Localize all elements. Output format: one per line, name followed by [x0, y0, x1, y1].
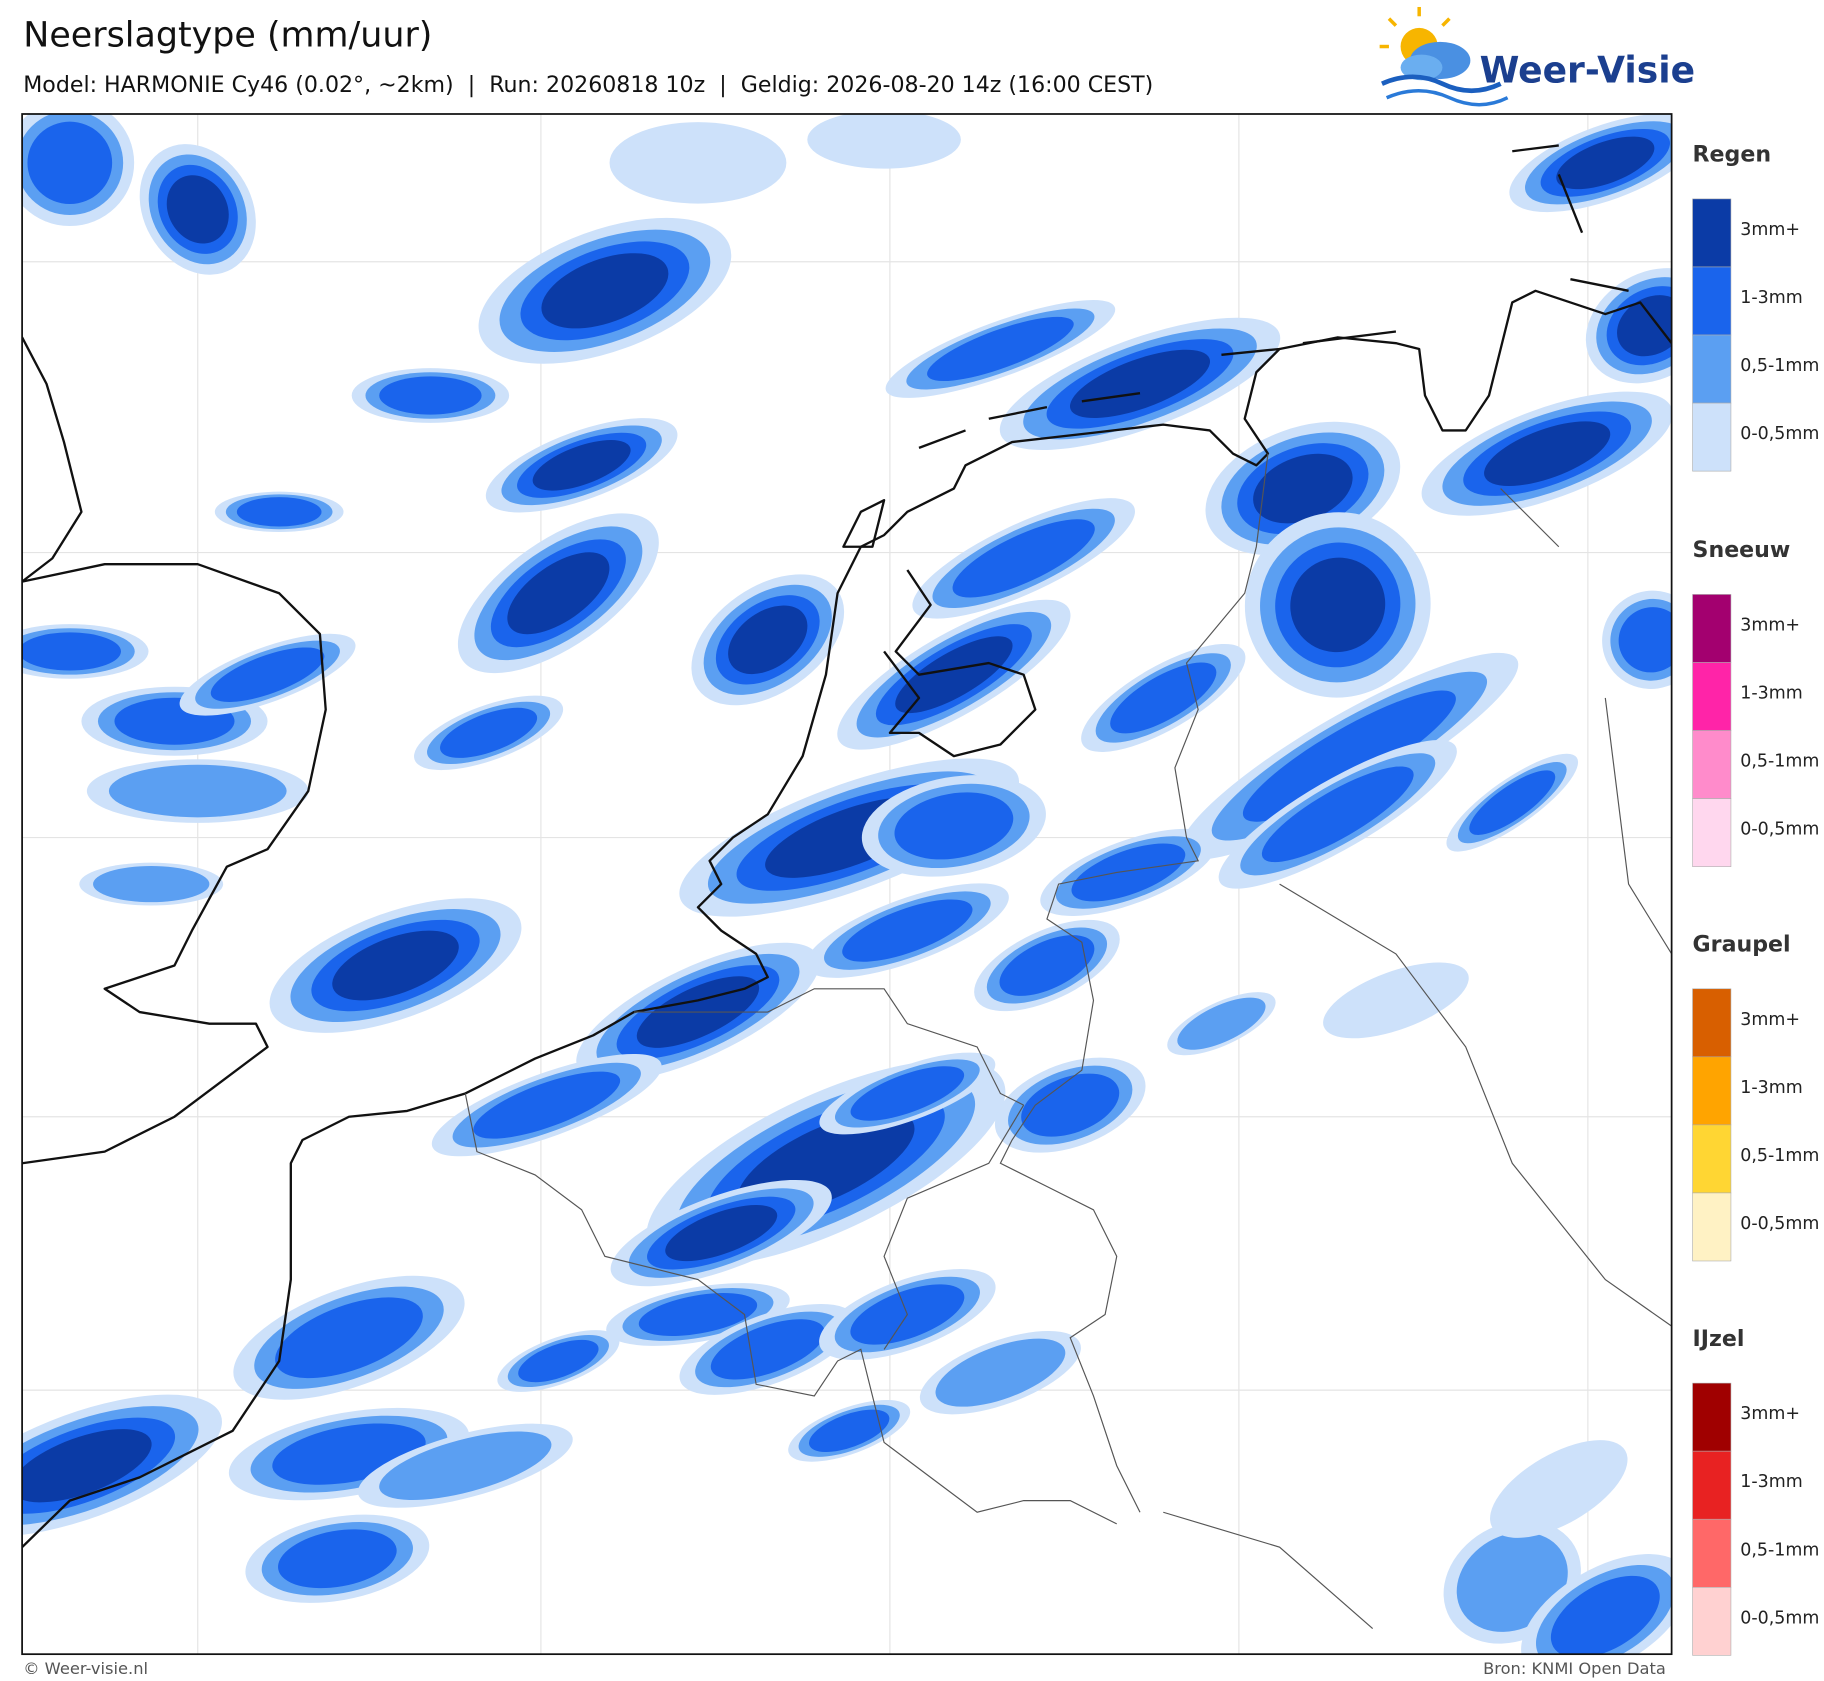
- precip-area: [638, 1293, 758, 1336]
- map: [22, 114, 1672, 1655]
- legend-label: 3mm+: [1740, 1010, 1800, 1030]
- precip-area: [1021, 1073, 1120, 1137]
- precip-area: [609, 122, 787, 204]
- precip-area: [1290, 557, 1386, 653]
- precip-area: [275, 1297, 423, 1379]
- precip-area: [440, 707, 538, 758]
- precip-area: [1490, 1440, 1628, 1538]
- precip-area: [1484, 421, 1611, 486]
- precip-area: [27, 121, 113, 205]
- legend-label: 0-0,5mm: [1740, 1608, 1819, 1628]
- precip-area: [22, 632, 121, 671]
- precip-area: [728, 605, 808, 675]
- legend-swatch: [1692, 1382, 1732, 1452]
- precip-area: [894, 792, 1014, 860]
- precip-area: [379, 1431, 552, 1500]
- legend-swatch: [1692, 1124, 1732, 1194]
- footer-right: Bron: KNMI Open Data: [1483, 1659, 1666, 1678]
- legend-label: 3mm+: [1740, 615, 1800, 635]
- precip-area: [807, 114, 961, 169]
- legend-label: 0,5-1mm: [1740, 356, 1819, 376]
- precip-area: [710, 1319, 825, 1380]
- logo-text: Weer-Visie: [1480, 50, 1695, 92]
- footer-left: © Weer-visie.nl: [23, 1659, 148, 1678]
- logo: Weer-Visie: [1379, 6, 1695, 107]
- subtitle: Model: HARMONIE Cy46 (0.02°, ~2km) | Run…: [23, 72, 1153, 98]
- precip-area: [1618, 607, 1672, 673]
- precip-area: [332, 930, 459, 1001]
- precip-area: [236, 497, 322, 527]
- legend-swatch: [1692, 402, 1732, 472]
- precip-area: [1069, 349, 1211, 419]
- legend-swatch: [1692, 1518, 1732, 1588]
- legend-title: IJzel: [1693, 1326, 1745, 1352]
- legend-swatch: [1692, 988, 1732, 1058]
- legend-swatch: [1692, 1192, 1732, 1262]
- legend-swatch: [1692, 1586, 1732, 1656]
- legend-swatch: [1692, 730, 1732, 799]
- precip-area: [1261, 766, 1414, 863]
- precip-area: [1469, 770, 1556, 835]
- precip-area: [999, 935, 1095, 996]
- legend-label: 1-3mm: [1740, 1078, 1802, 1098]
- precip-area: [1071, 843, 1186, 902]
- precip-area: [1456, 1532, 1568, 1632]
- precip-area: [1177, 997, 1266, 1050]
- map-frame: [21, 113, 1673, 1656]
- precip-area: [108, 764, 287, 818]
- legend-label: 0-0,5mm: [1740, 820, 1819, 840]
- title: Neerslagtype (mm/uur): [23, 16, 432, 56]
- precip-area: [93, 865, 210, 903]
- precip-area: [850, 1066, 965, 1121]
- precip-area: [935, 1338, 1066, 1407]
- precip-area: [22, 1429, 152, 1503]
- precip-area: [809, 1409, 890, 1452]
- legend-swatch: [1692, 594, 1732, 663]
- precip-area: [895, 636, 1013, 714]
- legend-label: 0-0,5mm: [1740, 1214, 1819, 1234]
- legend-label: 0,5-1mm: [1740, 1146, 1819, 1166]
- legend-label: 3mm+: [1740, 1404, 1800, 1424]
- precip-area: [507, 552, 610, 635]
- legend-label: 1-3mm: [1740, 288, 1802, 308]
- precip-area: [518, 1339, 599, 1383]
- precip-area: [665, 1205, 778, 1262]
- precip-area: [1323, 962, 1469, 1039]
- precip-area: [166, 175, 229, 244]
- legend-swatch: [1692, 1056, 1732, 1126]
- legend-swatch: [1692, 266, 1732, 336]
- precip-area: [210, 647, 325, 702]
- precip-area: [1242, 690, 1456, 822]
- precip-area: [1253, 453, 1353, 524]
- legend-title: Graupel: [1693, 932, 1791, 958]
- precip-area: [927, 316, 1074, 382]
- legend-label: 3mm+: [1740, 220, 1800, 240]
- precip-area: [952, 519, 1095, 598]
- legend-label: 0,5-1mm: [1740, 752, 1819, 772]
- legend-swatch: [1692, 798, 1732, 867]
- precip-area: [278, 1529, 397, 1589]
- legend-label: 1-3mm: [1740, 1472, 1802, 1492]
- precip-area: [1556, 136, 1655, 190]
- legend-label: 1-3mm: [1740, 684, 1802, 704]
- precip-area: [1110, 662, 1217, 734]
- precip-area: [379, 376, 482, 415]
- precip-area: [541, 253, 669, 329]
- precip-area: [473, 1071, 621, 1139]
- legend-swatch: [1692, 334, 1732, 404]
- precip-area: [1550, 1575, 1660, 1655]
- legend-label: 0-0,5mm: [1740, 424, 1819, 444]
- legend-swatch: [1692, 1450, 1732, 1520]
- legend-swatch: [1692, 662, 1732, 731]
- legend-swatch: [1692, 198, 1732, 268]
- legend: Regen 3mm+ 1-3mm 0,5-1mm 0-0,5mm Sneeuw 3mm+ 1-…: [1692, 142, 1819, 1656]
- precip-area: [842, 899, 973, 962]
- legend-title: Sneeuw: [1693, 537, 1791, 563]
- legend-label: 0,5-1mm: [1740, 1540, 1819, 1560]
- precip-area: [532, 440, 631, 491]
- legend-title: Regen: [1693, 142, 1772, 168]
